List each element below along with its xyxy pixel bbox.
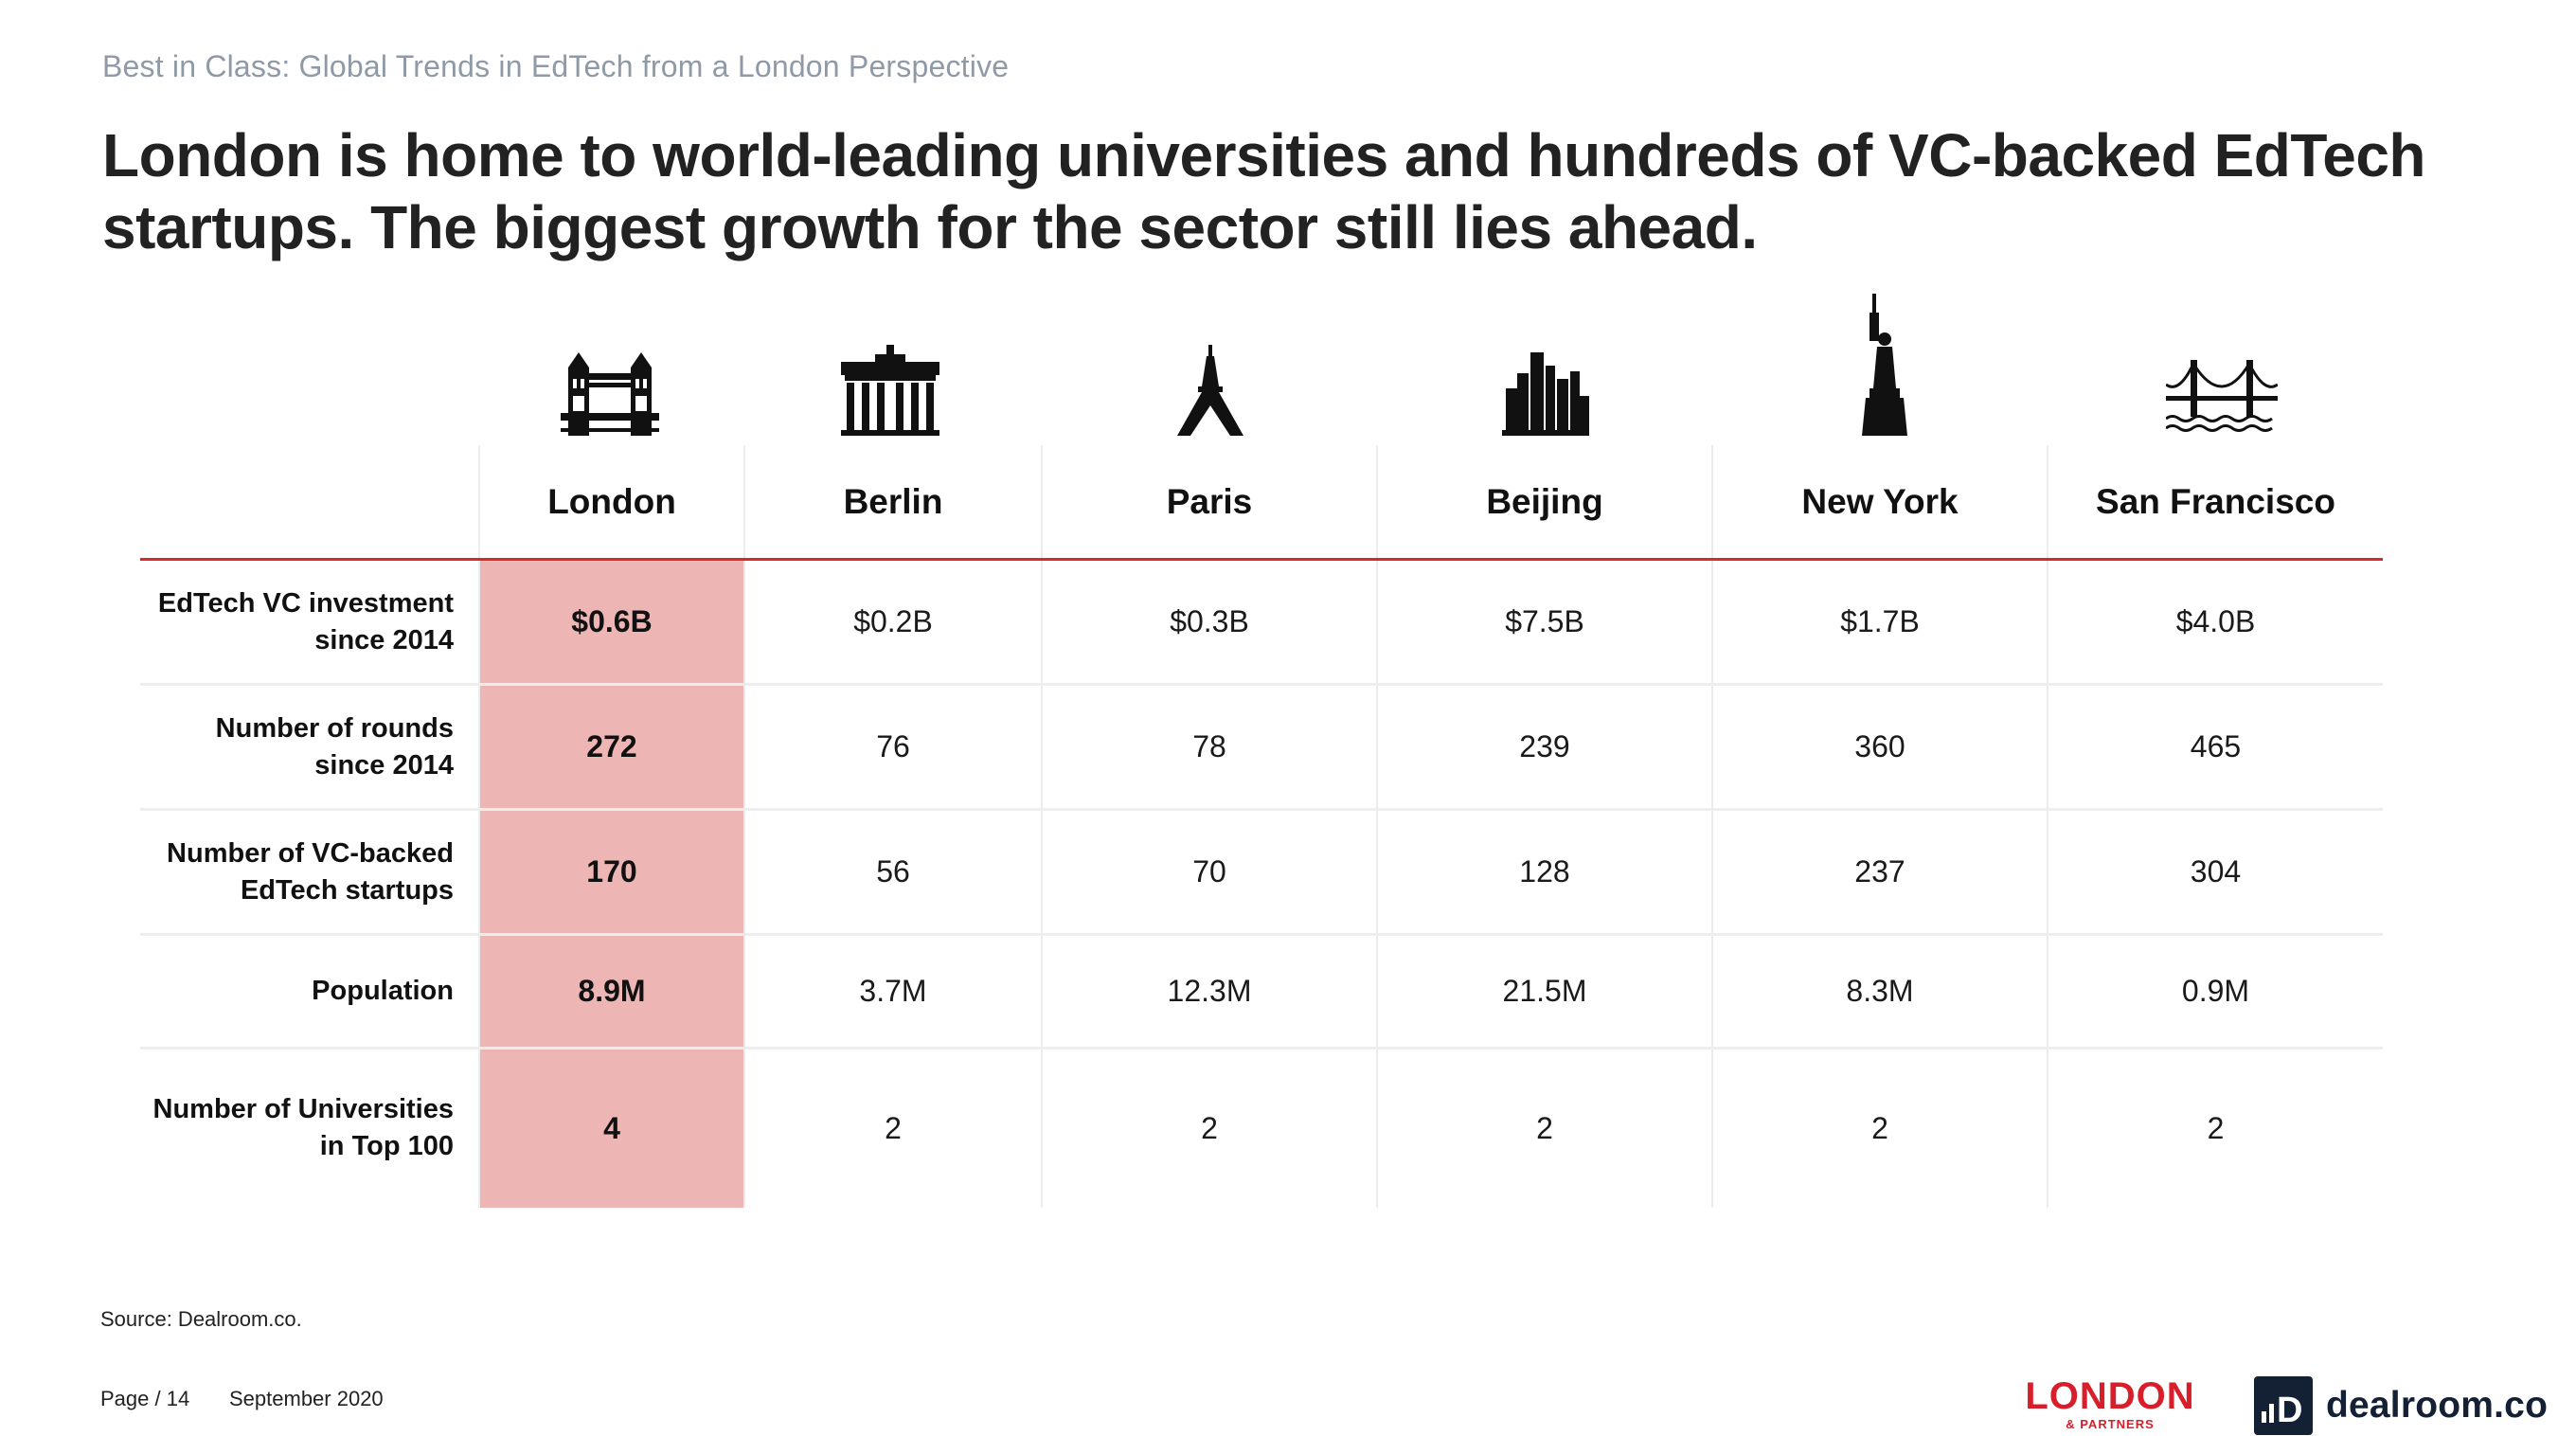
- eiffel-tower-icon: [1177, 345, 1243, 436]
- golden-gate-bridge-icon: [2166, 360, 2278, 436]
- table-cell: 465: [2047, 684, 2383, 811]
- table-cell: 8.3M: [1711, 934, 2048, 1050]
- table-cell: 2: [1711, 1048, 2048, 1208]
- column-header-san-francisco: San Francisco: [2047, 445, 2383, 561]
- table-cell: $7.5B: [1376, 559, 1712, 686]
- table-cell: 2: [2047, 1048, 2383, 1208]
- table-cell: 0.9M: [2047, 934, 2383, 1050]
- kicker-title: Best in Class: Global Trends in EdTech f…: [102, 49, 1010, 83]
- page-number: Page / 14: [100, 1387, 190, 1410]
- table-cell: 12.3M: [1041, 934, 1377, 1050]
- column-header-berlin: Berlin: [743, 445, 1042, 561]
- table-cell: 128: [1376, 809, 1712, 936]
- header-blank-cell: [140, 445, 479, 561]
- table-cell: $0.6B: [478, 559, 744, 686]
- table-cell: 170: [478, 809, 744, 936]
- table-row: Number of VC-backed EdTech startups 170 …: [140, 809, 2383, 936]
- table-cell: 3.7M: [743, 934, 1042, 1050]
- dealroom-logo: D dealroom.co: [2254, 1375, 2548, 1436]
- table-cell: 304: [2047, 809, 2383, 936]
- table-cell: 8.9M: [478, 934, 744, 1050]
- table-cell: $1.7B: [1711, 559, 2048, 686]
- tower-bridge-icon: [561, 350, 659, 436]
- london-partners-logo-sub: & PARTNERS: [2066, 1417, 2155, 1431]
- table-cell: 2: [743, 1048, 1042, 1208]
- beijing-skyline-icon: [1502, 350, 1589, 436]
- table-cell: 21.5M: [1376, 934, 1712, 1050]
- london-partners-logo: LONDON & PARTNERS: [2025, 1375, 2195, 1431]
- page-headline: London is home to world-leading universi…: [102, 121, 2426, 261]
- column-header-london: London: [478, 445, 744, 561]
- table-cell: $4.0B: [2047, 559, 2383, 686]
- dealroom-mark-icon: D: [2254, 1376, 2313, 1435]
- dealroom-logo-text: dealroom.co: [2326, 1385, 2549, 1426]
- table-row: EdTech VC investment since 2014 $0.6B $0…: [140, 559, 2383, 686]
- row-label: Number of VC-backed EdTech startups: [140, 809, 479, 936]
- brandenburg-gate-icon: [841, 345, 939, 436]
- city-comparison-table: London Berlin Paris Beijing New York San…: [140, 445, 2383, 1208]
- row-label: Number of rounds since 2014: [140, 684, 479, 811]
- row-label: Population: [140, 934, 479, 1050]
- table-cell: 2: [1376, 1048, 1712, 1208]
- table-cell: 237: [1711, 809, 2048, 936]
- table-cell: 360: [1711, 684, 2048, 811]
- column-header-beijing: Beijing: [1376, 445, 1712, 561]
- table-cell: 78: [1041, 684, 1377, 811]
- table-header-row: London Berlin Paris Beijing New York San…: [140, 445, 2383, 561]
- table-cell: 2: [1041, 1048, 1377, 1208]
- table-cell: $0.2B: [743, 559, 1042, 686]
- table-cell: 70: [1041, 809, 1377, 936]
- table-cell: 4: [478, 1048, 744, 1208]
- publication-date: September 2020: [229, 1387, 384, 1410]
- row-label: Number of Universities in Top 100: [152, 1094, 454, 1162]
- table-cell: 56: [743, 809, 1042, 936]
- table-row: Number of rounds since 2014 272 76 78 23…: [140, 684, 2383, 811]
- table-row: Population 8.9M 3.7M 12.3M 21.5M 8.3M 0.…: [140, 934, 2383, 1050]
- statue-of-liberty-icon: [1856, 294, 1913, 436]
- row-label: EdTech VC investment since 2014: [140, 559, 479, 686]
- table-cell: $0.3B: [1041, 559, 1377, 686]
- london-partners-logo-main: LONDON: [2025, 1375, 2195, 1417]
- table-cell: 239: [1376, 684, 1712, 811]
- table-cell: 76: [743, 684, 1042, 811]
- column-header-new-york: New York: [1711, 445, 2048, 561]
- table-row: Number of Universities in Top 100 4 2 2 …: [140, 1048, 2383, 1208]
- table-cell: 272: [478, 684, 744, 811]
- column-header-paris: Paris: [1041, 445, 1377, 561]
- source-note: Source: Dealroom.co.: [100, 1307, 302, 1331]
- dealroom-mark-letter: D: [2277, 1391, 2302, 1425]
- city-icons-row: [0, 284, 2576, 436]
